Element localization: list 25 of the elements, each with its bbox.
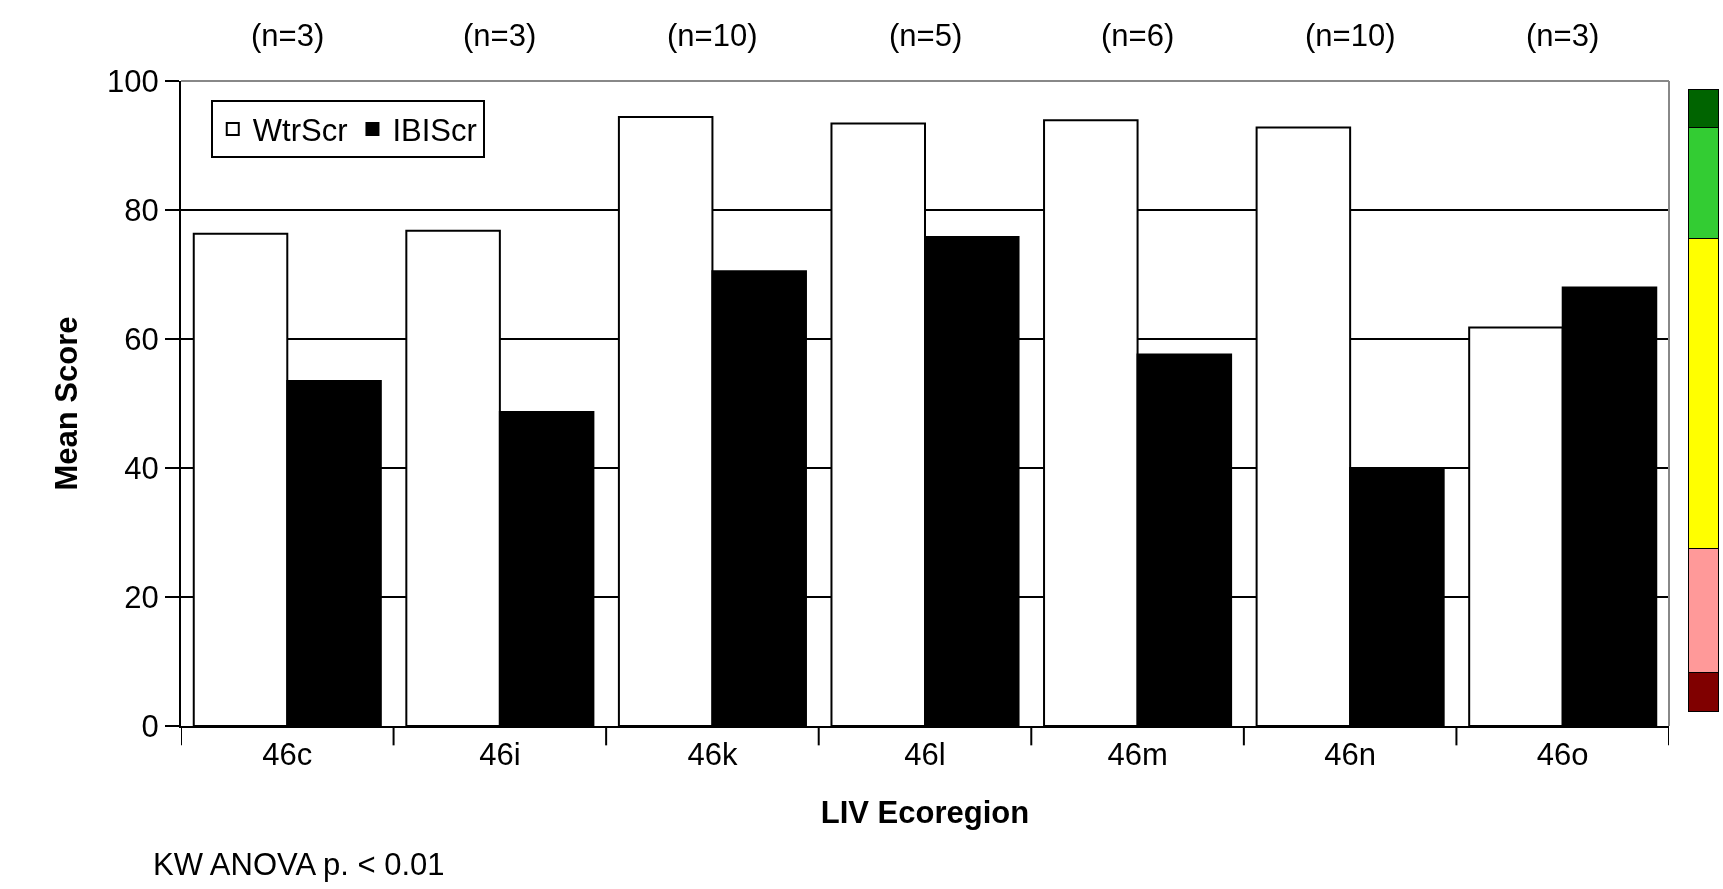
y-tick-label: 40 — [124, 450, 159, 486]
text: (n=3) — [251, 18, 325, 53]
x-tick-label: 46n — [1324, 737, 1377, 773]
text: (n=3) — [463, 18, 537, 53]
y-tick-label: 80 — [124, 192, 159, 228]
x-axis-title: LIV Ecoregion — [820, 794, 1030, 830]
x-tick-label: 46o — [1536, 737, 1589, 773]
text: (n=5) — [889, 18, 963, 53]
x-tick-label: 46k — [687, 737, 738, 773]
y-tick-label: 20 — [124, 579, 159, 615]
x-tick-label: 46l — [904, 737, 946, 773]
text: (n=3) — [1526, 18, 1600, 53]
legend-label: IBIScr — [392, 113, 477, 149]
legend-label: WtrScr — [252, 113, 348, 149]
x-tick-label: 46c — [262, 737, 313, 773]
x-tick-label: 46i — [479, 737, 521, 773]
text: (n=10) — [1305, 18, 1396, 53]
x-tick-label: 46m — [1107, 737, 1168, 773]
y-tick-label: 100 — [107, 63, 159, 99]
text: (n=10) — [667, 18, 758, 53]
text: (n=6) — [1101, 18, 1175, 53]
y-tick-label: 0 — [141, 708, 159, 744]
y-tick-label: 60 — [124, 321, 159, 357]
text: KW ANOVA p. < 0.01 — [153, 847, 445, 882]
y-axis-title: Mean Score — [49, 316, 85, 491]
